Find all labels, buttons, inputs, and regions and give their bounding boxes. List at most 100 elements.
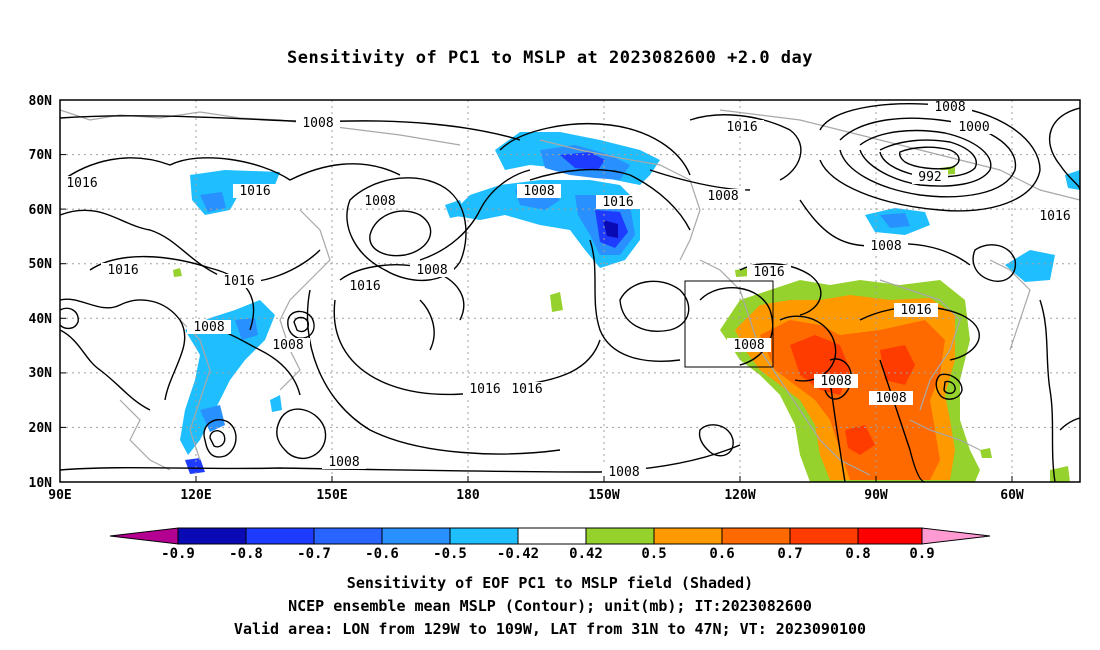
svg-text:1008: 1008 bbox=[870, 239, 901, 254]
contour-label: 1016 bbox=[217, 274, 261, 289]
contour-label: 1008 bbox=[602, 465, 646, 480]
svg-text:1016: 1016 bbox=[726, 120, 757, 135]
valid-area-box bbox=[684, 280, 774, 368]
colorbar: -0.9 -0.8 -0.7 -0.6 -0.5 -0.42 0.42 0.5 … bbox=[109, 527, 991, 562]
colorbar-boxes bbox=[177, 527, 923, 545]
colorbar-label: 0.6 bbox=[709, 546, 734, 562]
contour-label: 1008 bbox=[869, 391, 913, 406]
lat-label: 60N bbox=[29, 203, 53, 218]
contour-label: 1016 bbox=[233, 184, 277, 199]
colorbar-labels: -0.9 -0.8 -0.7 -0.6 -0.5 -0.42 0.42 0.5 … bbox=[161, 546, 935, 562]
contour-label: 1008 bbox=[296, 116, 340, 131]
colorbar-box bbox=[313, 527, 383, 545]
contour-label: 1016 bbox=[101, 263, 145, 278]
svg-text:1016: 1016 bbox=[239, 184, 270, 199]
colorbar-end-high bbox=[921, 527, 991, 545]
svg-text:1008: 1008 bbox=[707, 189, 738, 204]
colorbar-box bbox=[857, 527, 923, 545]
caption-line-2: NCEP ensemble mean MSLP (Contour); unit(… bbox=[288, 597, 812, 615]
colorbar-label: 0.42 bbox=[569, 546, 603, 562]
lon-label: 90W bbox=[864, 488, 888, 503]
svg-text:1008: 1008 bbox=[193, 320, 224, 335]
lat-label: 30N bbox=[29, 366, 53, 381]
colorbar-label: -0.5 bbox=[433, 546, 467, 562]
lon-label: 60W bbox=[1000, 488, 1024, 503]
svg-text:1016: 1016 bbox=[66, 176, 97, 191]
colorbar-box bbox=[585, 527, 655, 545]
axis-ticks bbox=[60, 99, 1013, 482]
svg-text:1016: 1016 bbox=[753, 265, 784, 280]
colorbar-label: -0.9 bbox=[161, 546, 195, 562]
colorbar-box bbox=[721, 527, 791, 545]
contour-label: 992 bbox=[912, 170, 948, 185]
colorbar-label: -0.8 bbox=[229, 546, 263, 562]
svg-text:1008: 1008 bbox=[523, 184, 554, 199]
colorbar-label: 0.5 bbox=[641, 546, 666, 562]
colorbar-label: 0.9 bbox=[909, 546, 934, 562]
colorbar-end-low bbox=[109, 527, 179, 545]
svg-text:992: 992 bbox=[918, 170, 941, 185]
svg-text:1000: 1000 bbox=[958, 120, 989, 135]
lon-label: 150W bbox=[588, 488, 619, 503]
contour-labels: 1008 1016 1008 1016 1008 1016 1008 1016 … bbox=[60, 100, 1077, 480]
colorbar-box bbox=[381, 527, 451, 545]
svg-text:1008: 1008 bbox=[416, 263, 447, 278]
contour-label: 1008 bbox=[322, 455, 366, 470]
colorbar-box bbox=[789, 527, 859, 545]
lon-label: 90E bbox=[48, 488, 71, 503]
contour-label: 1016 bbox=[1033, 209, 1077, 224]
map-frame bbox=[59, 99, 1081, 483]
lon-label: 150E bbox=[316, 488, 347, 503]
contour-label: 1016 bbox=[720, 120, 764, 135]
map-title: Sensitivity of PC1 to MSLP at 2023082600… bbox=[286, 48, 813, 68]
colorbar-box bbox=[177, 527, 247, 545]
svg-text:1008: 1008 bbox=[364, 194, 395, 209]
latitude-labels: 80N 70N 60N 50N 40N 30N 20N 10N bbox=[29, 94, 53, 491]
contour-label: 1008 bbox=[701, 189, 745, 204]
mslp-contours bbox=[60, 103, 1080, 482]
longitude-labels: 90E 120E 150E 180 150W 120W 90W 60W bbox=[48, 488, 1024, 503]
colorbar-label: -0.7 bbox=[297, 546, 331, 562]
contour-label: 1008 bbox=[928, 100, 972, 115]
contour-label: 1008 bbox=[814, 374, 858, 389]
lat-lon-grid bbox=[60, 100, 1080, 482]
svg-text:1016: 1016 bbox=[107, 263, 138, 278]
coastlines bbox=[60, 109, 1080, 476]
contour-label: 1008 bbox=[410, 263, 454, 278]
contour-label: 1008 bbox=[266, 338, 310, 353]
colorbar-box bbox=[449, 527, 519, 545]
lat-label: 40N bbox=[29, 312, 53, 327]
caption-line-3: Valid area: LON from 129W to 109W, LAT f… bbox=[233, 620, 867, 638]
colorbar-box bbox=[653, 527, 723, 545]
svg-text:1008: 1008 bbox=[934, 100, 965, 115]
contour-label: 1016 bbox=[343, 279, 387, 294]
contour-label: 1016 bbox=[747, 265, 791, 280]
contour-label: 1016 bbox=[60, 176, 104, 191]
lon-label: 120W bbox=[724, 488, 755, 503]
svg-text:1008: 1008 bbox=[272, 338, 303, 353]
contour-label: 1008 bbox=[358, 194, 402, 209]
contour-label: 1008 bbox=[727, 338, 771, 353]
lat-label: 50N bbox=[29, 257, 53, 272]
colorbar-label: -0.6 bbox=[365, 546, 399, 562]
svg-text:1008: 1008 bbox=[733, 338, 764, 353]
contour-label: 1016 bbox=[463, 382, 507, 397]
colorbar-label: 0.7 bbox=[777, 546, 802, 562]
contour-label: 1016 bbox=[596, 195, 640, 210]
svg-text:1008: 1008 bbox=[820, 374, 851, 389]
svg-text:1016: 1016 bbox=[511, 382, 542, 397]
svg-text:1016: 1016 bbox=[900, 303, 931, 318]
lat-label: 10N bbox=[29, 476, 53, 491]
colorbar-label: 0.8 bbox=[845, 546, 870, 562]
svg-text:1016: 1016 bbox=[469, 382, 500, 397]
negative-sensitivity-shading bbox=[180, 132, 1080, 474]
svg-text:1016: 1016 bbox=[1039, 209, 1070, 224]
lat-label: 80N bbox=[29, 94, 53, 109]
svg-text:1016: 1016 bbox=[602, 195, 633, 210]
svg-text:1008: 1008 bbox=[302, 116, 333, 131]
lat-label: 70N bbox=[29, 148, 53, 163]
svg-text:1016: 1016 bbox=[349, 279, 380, 294]
contour-label: 1016 bbox=[505, 382, 549, 397]
colorbar-box bbox=[245, 527, 315, 545]
